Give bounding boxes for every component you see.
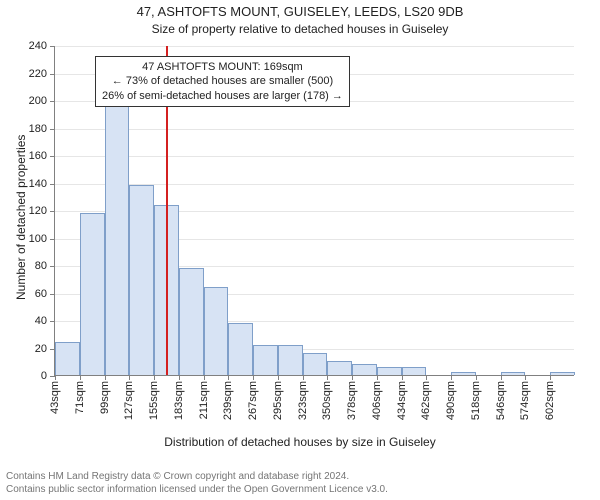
- xtick: [352, 375, 353, 380]
- xtick: [476, 375, 477, 380]
- histogram-bar: [402, 367, 427, 375]
- xtick-label: 43sqm: [49, 381, 61, 414]
- ytick: [50, 321, 55, 322]
- xtick-label: 295sqm: [272, 381, 284, 420]
- histogram-bar: [105, 103, 130, 375]
- histogram-bar: [129, 185, 154, 375]
- ytick-label: 160: [29, 150, 47, 162]
- ytick-label: 100: [29, 233, 47, 245]
- title-line1: 47, ASHTOFTS MOUNT, GUISELEY, LEEDS, LS2…: [0, 4, 600, 19]
- ytick-label: 40: [35, 315, 47, 327]
- xtick: [303, 375, 304, 380]
- ytick-label: 220: [29, 68, 47, 80]
- annotation-box: 47 ASHTOFTS MOUNT: 169sqm← 73% of detach…: [95, 56, 350, 107]
- title-line2: Size of property relative to detached ho…: [0, 22, 600, 36]
- xtick-label: 518sqm: [470, 381, 482, 420]
- xtick: [451, 375, 452, 380]
- xtick-label: 378sqm: [346, 381, 358, 420]
- gridline: [55, 156, 574, 157]
- xtick: [501, 375, 502, 380]
- xtick-label: 267sqm: [247, 381, 259, 420]
- ytick: [50, 74, 55, 75]
- ytick-label: 80: [35, 260, 47, 272]
- ytick: [50, 101, 55, 102]
- histogram-bar: [451, 372, 476, 375]
- xtick-label: 323sqm: [297, 381, 309, 420]
- xtick: [377, 375, 378, 380]
- xtick: [550, 375, 551, 380]
- xtick-label: 602sqm: [544, 381, 556, 420]
- xtick-label: 211sqm: [198, 381, 210, 419]
- ytick: [50, 239, 55, 240]
- histogram-bar: [278, 345, 303, 375]
- annot-line2: ← 73% of detached houses are smaller (50…: [102, 74, 343, 88]
- xtick: [204, 375, 205, 380]
- xtick-label: 462sqm: [420, 381, 432, 420]
- ytick-label: 120: [29, 205, 47, 217]
- histogram-bar: [550, 372, 575, 375]
- gridline: [55, 46, 574, 47]
- xtick: [55, 375, 56, 380]
- histogram-bar: [303, 353, 328, 375]
- xtick-label: 574sqm: [519, 381, 531, 420]
- xtick-label: 434sqm: [396, 381, 408, 420]
- ytick: [50, 211, 55, 212]
- xtick-label: 71sqm: [74, 381, 86, 414]
- ytick-label: 60: [35, 288, 47, 300]
- xtick: [154, 375, 155, 380]
- y-axis-label: Number of detached properties: [14, 135, 28, 300]
- histogram-bar: [80, 213, 105, 375]
- annot-line1: 47 ASHTOFTS MOUNT: 169sqm: [102, 60, 343, 74]
- histogram-bar: [253, 345, 278, 375]
- footer-attribution: Contains HM Land Registry data © Crown c…: [6, 471, 388, 496]
- xtick-label: 406sqm: [371, 381, 383, 420]
- xtick: [228, 375, 229, 380]
- xtick-label: 350sqm: [321, 381, 333, 420]
- ytick: [50, 266, 55, 267]
- ytick-label: 140: [29, 178, 47, 190]
- plot-area: 02040608010012014016018020022024043sqm71…: [54, 46, 574, 376]
- histogram-bar: [352, 364, 377, 375]
- ytick-label: 240: [29, 40, 47, 52]
- xtick-label: 155sqm: [148, 381, 160, 420]
- xtick: [105, 375, 106, 380]
- ytick-label: 0: [41, 370, 47, 382]
- xtick: [278, 375, 279, 380]
- histogram-bar: [327, 361, 352, 375]
- xtick-label: 490sqm: [445, 381, 457, 420]
- chart-container: 47, ASHTOFTS MOUNT, GUISELEY, LEEDS, LS2…: [0, 0, 600, 500]
- annot-line3: 26% of semi-detached houses are larger (…: [102, 89, 343, 103]
- gridline: [55, 129, 574, 130]
- ytick-label: 200: [29, 95, 47, 107]
- xtick: [253, 375, 254, 380]
- histogram-bar: [179, 268, 204, 375]
- x-axis-label: Distribution of detached houses by size …: [0, 435, 600, 449]
- histogram-bar: [501, 372, 526, 375]
- ytick-label: 180: [29, 123, 47, 135]
- xtick-label: 239sqm: [222, 381, 234, 420]
- xtick-label: 546sqm: [495, 381, 507, 420]
- xtick-label: 183sqm: [173, 381, 185, 420]
- histogram-bar: [55, 342, 80, 375]
- histogram-bar: [377, 367, 402, 375]
- xtick: [80, 375, 81, 380]
- footer-line2: Contains public sector information licen…: [6, 484, 388, 497]
- ytick-label: 20: [35, 343, 47, 355]
- histogram-bar: [228, 323, 253, 375]
- ytick: [50, 184, 55, 185]
- ytick: [50, 156, 55, 157]
- xtick-label: 127sqm: [123, 381, 135, 420]
- xtick: [402, 375, 403, 380]
- ytick: [50, 129, 55, 130]
- ytick: [50, 46, 55, 47]
- xtick: [525, 375, 526, 380]
- histogram-bar: [204, 287, 229, 375]
- xtick: [327, 375, 328, 380]
- xtick: [179, 375, 180, 380]
- xtick-label: 99sqm: [99, 381, 111, 414]
- xtick: [426, 375, 427, 380]
- ytick: [50, 294, 55, 295]
- footer-line1: Contains HM Land Registry data © Crown c…: [6, 471, 388, 484]
- xtick: [129, 375, 130, 380]
